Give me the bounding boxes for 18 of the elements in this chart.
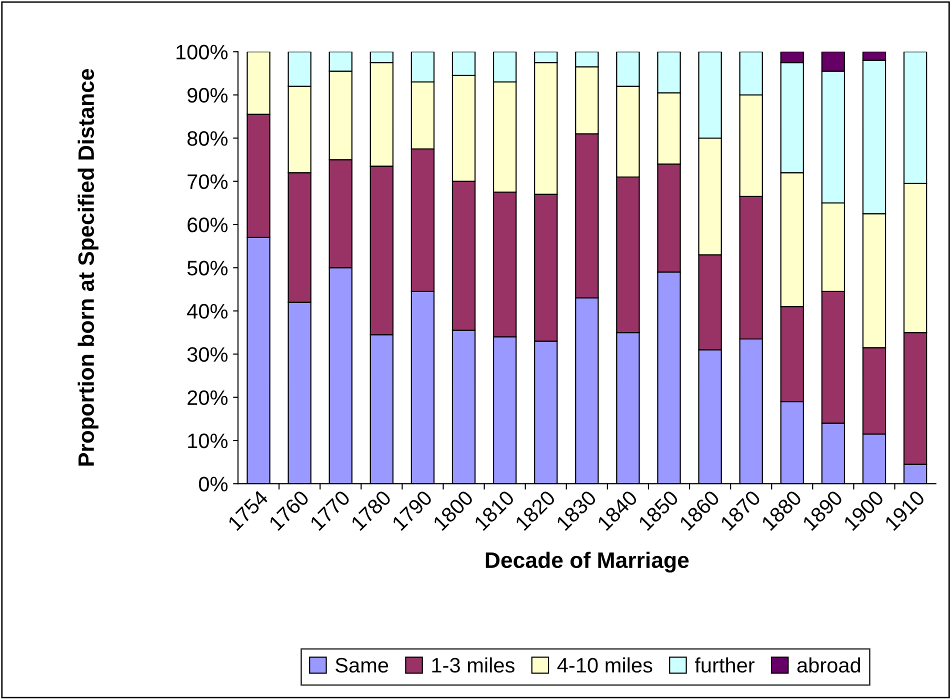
y-tick-label: 50% [187,260,228,276]
y-tick-label: 20% [188,390,228,406]
y-axis-title: Proportion born at Specified Distance [78,69,98,466]
y-tick-label: 80% [187,131,228,146]
y-tick-label: 30% [187,347,228,362]
legend-label: Same [336,658,388,673]
x-axis-title: Decade of Marriage [486,552,689,573]
legend-label: 1-3 miles [432,657,514,673]
y-tick-label: 0% [198,476,228,492]
legend-label: further [694,657,754,673]
y-tick-label: 40% [187,304,228,319]
legend-label: 4-10 miles [557,657,652,673]
legend-label: abroad [797,657,860,673]
y-tick-label: 10% [188,434,228,448]
y-tick-label: 90% [188,88,228,103]
y-tick-label: 100% [176,44,228,60]
y-tick-label: 60% [188,218,228,232]
y-tick-label: 70% [188,174,228,190]
